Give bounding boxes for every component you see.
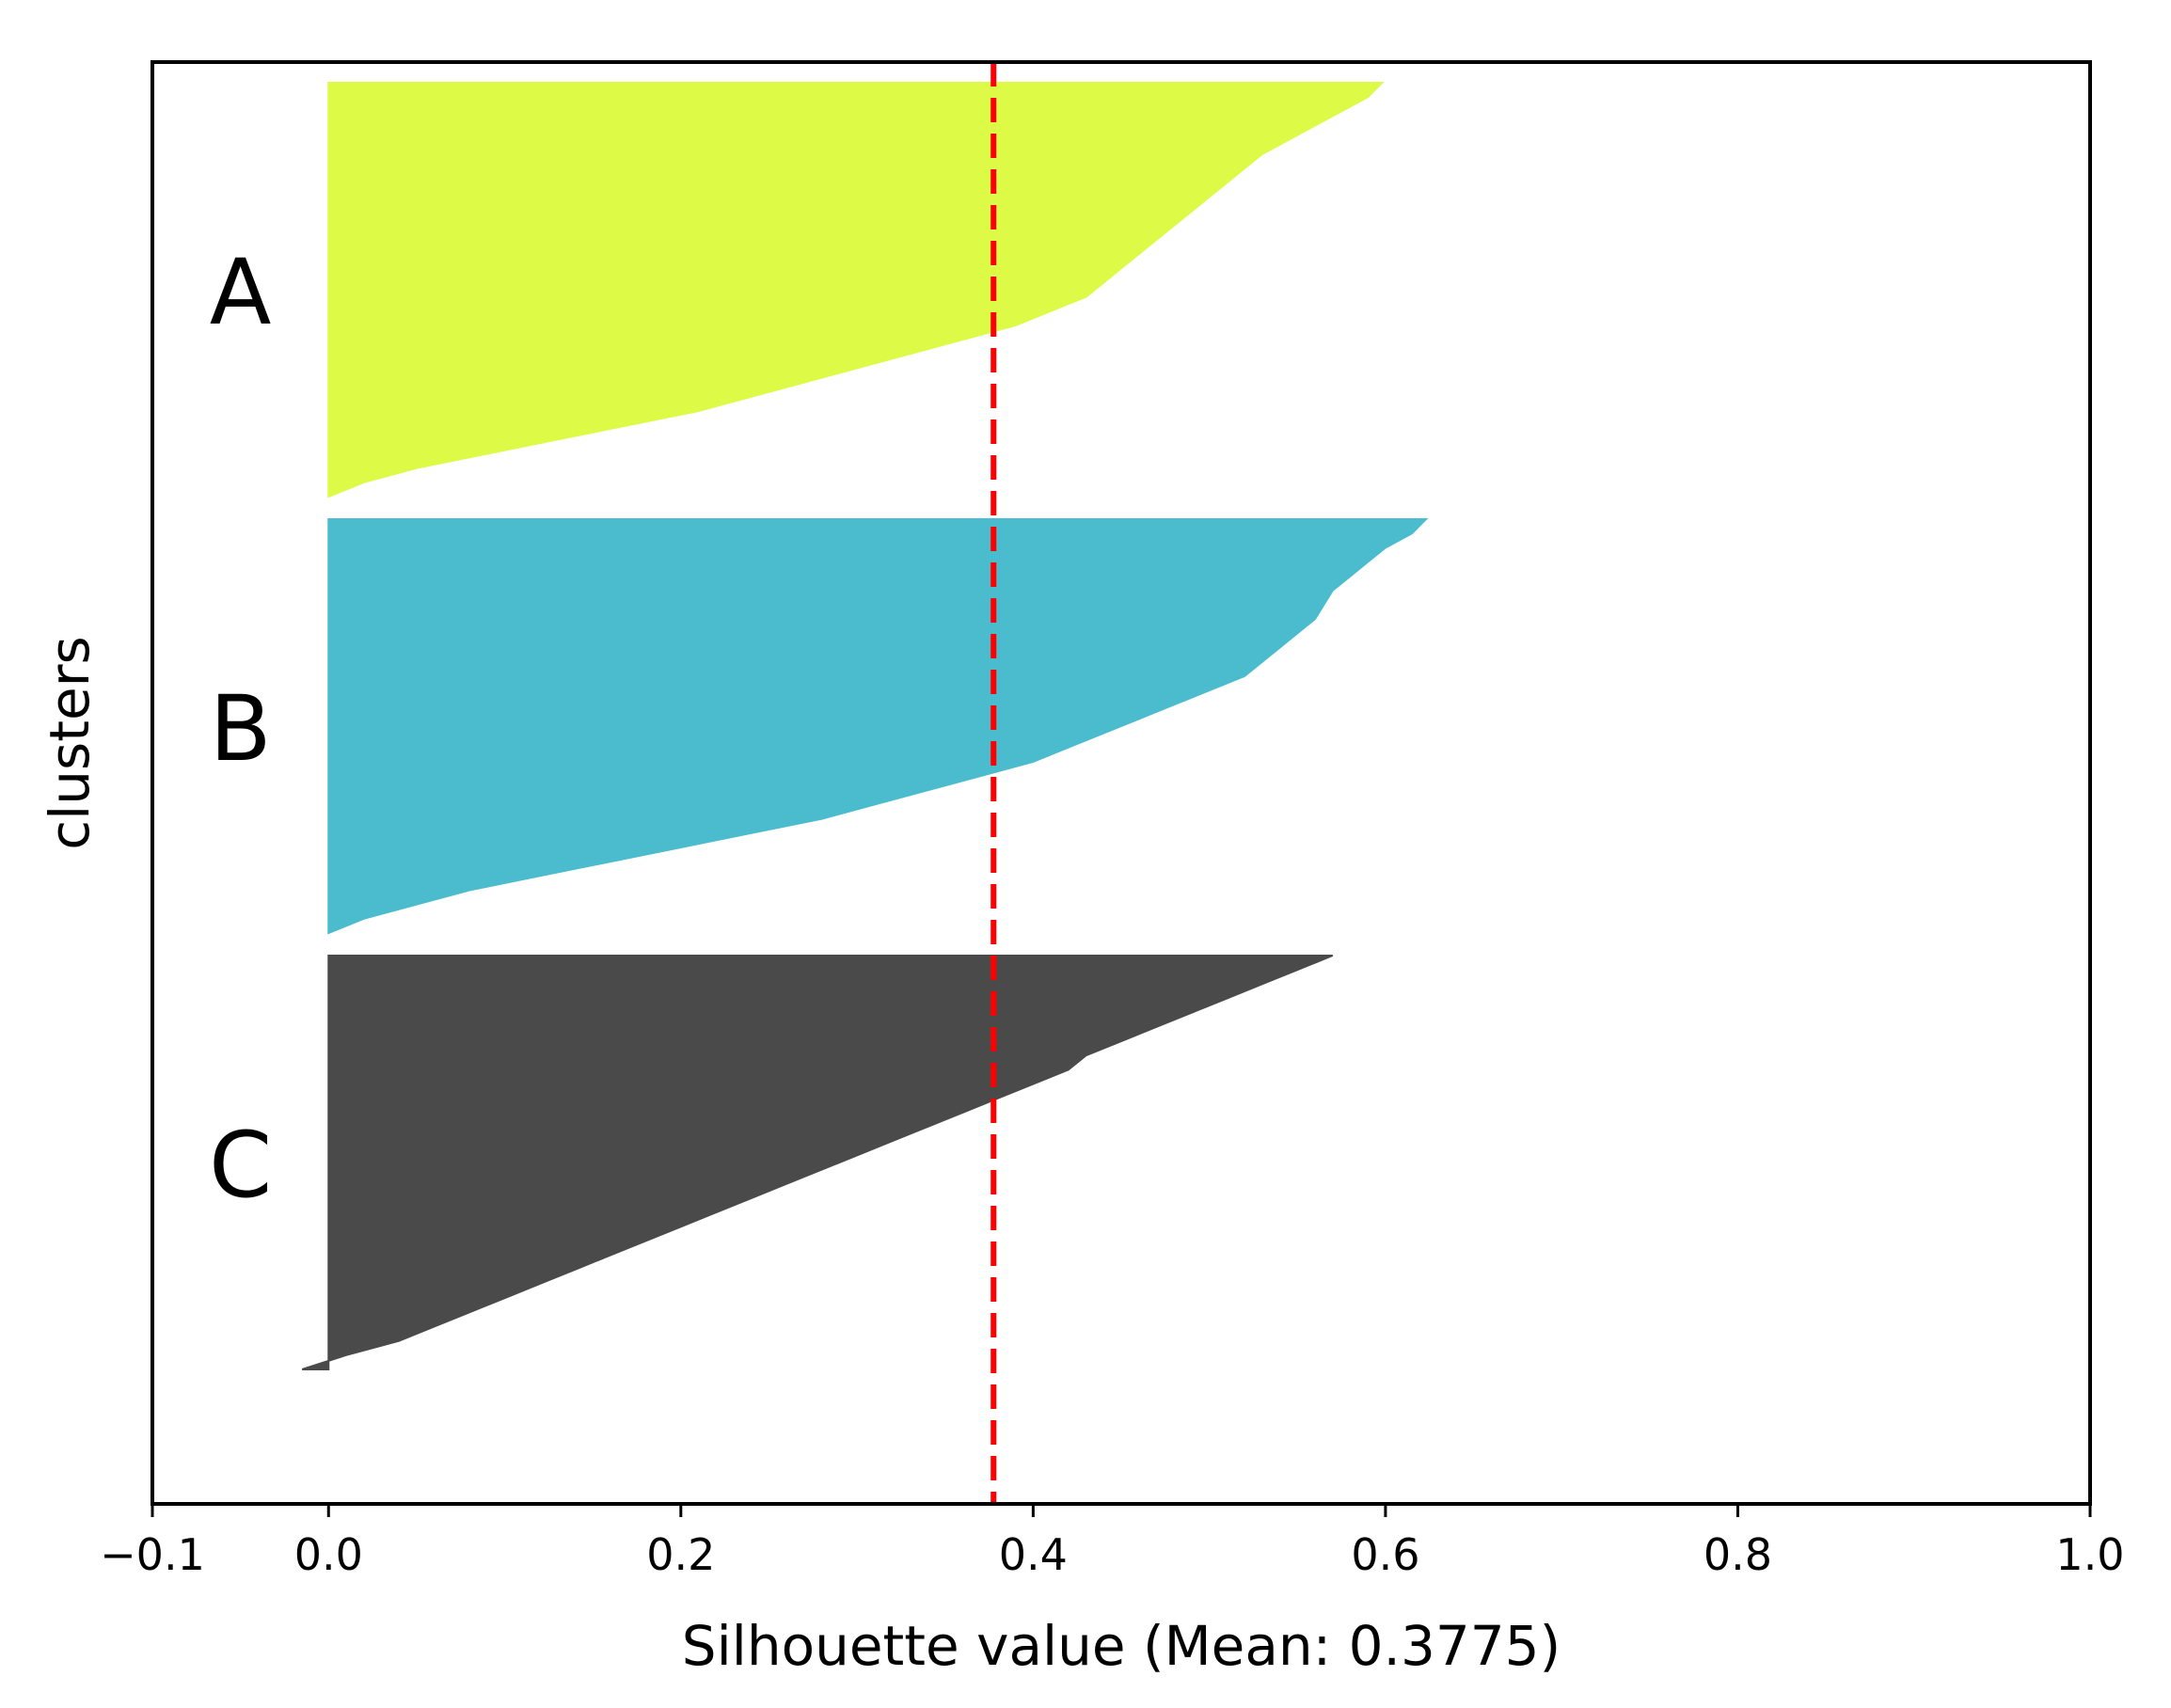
cluster-labels: A B C — [209, 240, 272, 1218]
x-axis-label: Silhouette value (Mean: 0.3775) — [682, 1614, 1561, 1678]
x-axis: −0.1 0.0 0.2 0.4 0.6 0.8 1.0 — [100, 1504, 2125, 1580]
plot-area — [301, 62, 1429, 1504]
axes-frame — [151, 60, 2092, 1506]
x-tick-label: −0.1 — [100, 1529, 205, 1580]
y-axis-label: clusters — [38, 636, 102, 849]
x-tick-label: 0.0 — [294, 1529, 363, 1580]
x-tick-label: 0.6 — [1351, 1529, 1419, 1580]
cluster-label-a: A — [210, 240, 272, 345]
cluster-label-b: B — [210, 676, 272, 782]
silhouette-band-c — [301, 955, 1334, 1370]
silhouette-band-a — [327, 82, 1385, 498]
x-tick-label: 0.4 — [999, 1529, 1068, 1580]
x-tick-label: 0.8 — [1704, 1529, 1772, 1580]
silhouette-band-b — [327, 518, 1429, 935]
x-tick-label: 1.0 — [2055, 1529, 2124, 1580]
cluster-label-c: C — [209, 1113, 272, 1218]
x-tick-label: 0.2 — [646, 1529, 715, 1580]
